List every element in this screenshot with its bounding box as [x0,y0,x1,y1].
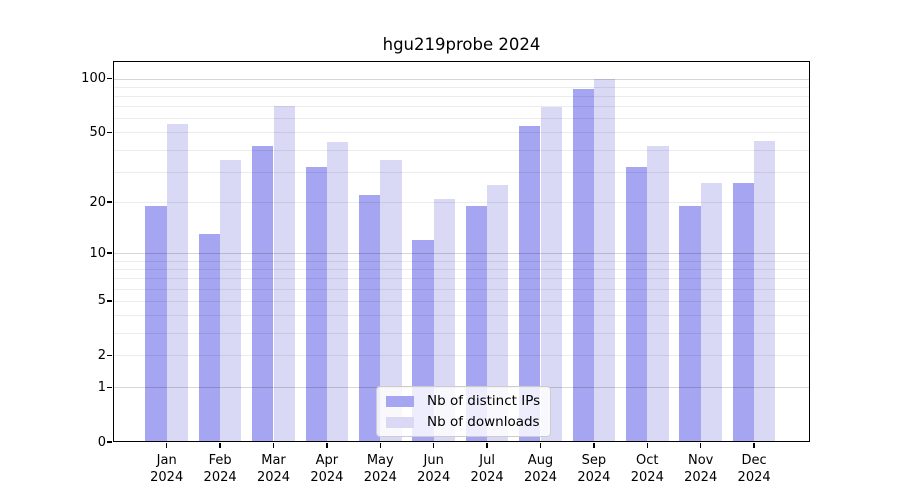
gridline-6 [113,288,810,290]
legend-entry-distinct-ips: Nb of distinct IPs [386,393,540,409]
legend-label-downloads: Nb of downloads [427,414,540,430]
bar-sep-distinct-ips [572,88,594,442]
bar-jan-downloads [166,123,189,442]
x-tick-mark-oct [646,443,649,448]
bar-may-downloads [380,159,402,442]
x-tick-mark-nov [699,443,702,448]
bar-oct-downloads [647,145,669,442]
gridline-40 [113,149,810,151]
gridline-7 [113,278,810,280]
bar-dec-distinct-ips [732,182,755,442]
x-tick-label-mar: Mar 2024 [256,453,291,485]
y-tick-mark-20 [107,201,112,204]
x-tick-label-jun: Jun 2024 [417,453,451,485]
bar-may-distinct-ips [358,195,381,442]
bar-jan-distinct-ips [145,206,167,442]
bar-aug-distinct-ips [519,126,541,442]
y-tick-mark-1 [107,386,112,389]
x-tick-label-nov: Nov 2024 [684,453,718,485]
bar-jul-downloads [487,185,509,442]
gridline-60 [113,118,810,120]
x-tick-mark-mar [272,443,275,448]
gridline-80 [113,95,810,97]
bar-dec-downloads [754,140,776,442]
x-tick-label-apr: Apr 2024 [310,453,344,485]
y-tick-label-1: 1 [97,379,106,395]
gridline-4 [113,315,810,317]
gridline-90 [113,86,810,88]
y-tick-label-50: 50 [89,124,106,140]
bar-jun-downloads [433,198,456,442]
x-tick-label-jul: Jul 2024 [470,453,504,485]
gridline-20 [113,202,810,204]
gridline-3 [113,332,810,334]
gridline-10 [113,253,810,255]
bar-sep-downloads [593,78,616,442]
gridline-100 [113,78,810,80]
x-tick-mark-sep [593,443,595,448]
legend-swatch-downloads [386,416,414,428]
plot-area: Nb of distinct IPs Nb of downloads [113,61,810,442]
x-tick-mark-jan [165,443,168,448]
bar-mar-downloads [273,106,295,442]
x-tick-label-oct: Oct 2024 [630,453,664,485]
gridline-9 [113,260,810,262]
gridline-2 [113,355,810,357]
y-tick-label-2: 2 [97,347,106,363]
bar-aug-downloads [540,107,562,442]
y-tick-mark-5 [107,300,112,302]
bar-nov-downloads [700,182,723,442]
x-tick-label-jan: Jan 2024 [150,453,184,485]
bar-apr-distinct-ips [305,166,327,442]
x-tick-mark-apr [326,443,328,448]
bar-jul-distinct-ips [465,206,488,442]
gridline-70 [113,106,810,108]
x-tick-mark-may [379,443,382,448]
x-tick-label-sep: Sep 2024 [577,453,611,485]
x-tick-mark-jul [486,443,488,448]
y-tick-label-5: 5 [97,293,106,309]
y-tick-label-10: 10 [89,245,106,261]
y-tick-label-0: 0 [97,434,106,450]
chart-title: hgu219probe 2024 [382,35,541,54]
x-tick-label-feb: Feb 2024 [203,453,237,485]
legend-entry-downloads: Nb of downloads [386,414,540,430]
y-tick-mark-50 [107,131,112,134]
gridline-50 [113,132,810,134]
x-tick-mark-feb [219,443,221,448]
x-tick-mark-dec [753,443,755,448]
legend: Nb of distinct IPs Nb of downloads [376,386,552,437]
x-tick-label-may: May 2024 [363,453,397,485]
x-tick-mark-jun [432,443,435,448]
y-tick-label-100: 100 [81,71,106,87]
y-tick-mark-10 [107,252,112,254]
gridline-5 [113,300,810,302]
y-tick-label-20: 20 [89,194,106,210]
bar-apr-downloads [326,142,349,442]
gridline-30 [113,171,810,173]
bar-feb-downloads [220,159,242,442]
x-tick-label-dec: Dec 2024 [737,453,771,485]
y-tick-mark-100 [107,77,112,80]
legend-swatch-distinct-ips [386,395,414,407]
bar-feb-distinct-ips [198,234,221,442]
x-tick-mark-aug [539,443,542,448]
y-tick-mark-2 [107,354,112,357]
bar-mar-distinct-ips [252,145,274,442]
bar-nov-distinct-ips [679,206,701,442]
bar-oct-distinct-ips [625,166,648,442]
y-tick-mark-0 [107,441,112,443]
x-tick-label-aug: Aug 2024 [523,453,558,485]
legend-label-distinct-ips: Nb of distinct IPs [427,393,541,409]
gridline-8 [113,268,810,270]
